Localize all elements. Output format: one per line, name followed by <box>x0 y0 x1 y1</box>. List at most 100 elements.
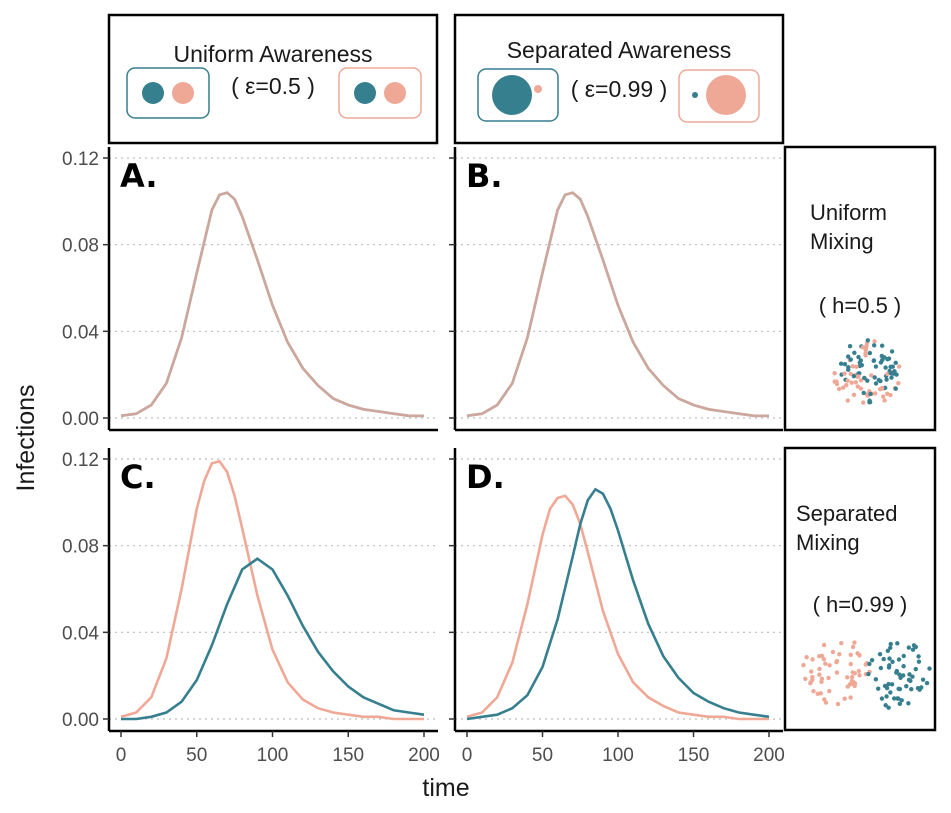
population-dot <box>850 644 856 650</box>
population-dot <box>858 358 864 363</box>
population-dot <box>845 378 850 383</box>
y-tick-label: 0.04 <box>62 322 99 343</box>
population-dot <box>890 364 895 369</box>
side-separated-h: ( h=0.99 ) <box>813 592 908 617</box>
legend-group-teal-box <box>126 67 210 119</box>
y-tick-label: 0.04 <box>62 623 99 644</box>
x-tick-label: 200 <box>753 745 785 766</box>
header-separated-epsilon: ( ε=0.99 ) <box>571 76 668 102</box>
population-dot <box>835 701 841 707</box>
panel-a: A. 0.00 0.04 0.08 0.12 <box>62 147 438 432</box>
population-dot <box>863 351 868 356</box>
population-dot <box>878 378 883 384</box>
population-dot <box>896 657 902 662</box>
x-tick-label: 50 <box>532 745 553 766</box>
y-tick-label: 0.00 <box>62 409 99 430</box>
series-line <box>120 459 424 721</box>
population-dot <box>904 683 909 689</box>
population-dot <box>821 642 827 648</box>
x-tick-label: 150 <box>332 745 364 766</box>
population-dot <box>867 350 873 356</box>
population-dot <box>858 386 864 391</box>
header-uniform-epsilon: ( ε=0.5 ) <box>231 73 315 99</box>
population-dot <box>852 350 857 356</box>
population-dot <box>889 375 894 380</box>
population-dot <box>916 654 921 659</box>
y-axis-title: Infections <box>12 384 40 491</box>
series-line <box>121 557 425 721</box>
population-dot <box>850 670 855 675</box>
population-dot <box>924 680 930 686</box>
population-dot <box>826 675 831 681</box>
legend-teal-dot <box>142 82 164 104</box>
population-dot <box>851 392 857 397</box>
population-dot <box>856 354 861 360</box>
population-dot <box>906 701 911 706</box>
side-uniform-line1: Uniform <box>810 200 887 225</box>
population-dot <box>873 677 879 682</box>
series-line <box>120 191 424 418</box>
header-uniform-awareness: Uniform Awareness ( ε=0.5 ) <box>107 13 439 145</box>
population-dot <box>852 681 858 686</box>
legend-teal-large-dot <box>492 75 532 115</box>
population-dot <box>848 652 853 658</box>
population-dot <box>850 364 855 369</box>
header-uniform-title: Uniform Awareness <box>174 41 373 67</box>
population-dot <box>832 371 837 376</box>
population-dot <box>897 701 903 707</box>
population-dot <box>880 357 885 363</box>
population-dot <box>879 353 885 359</box>
population-dot <box>821 657 827 662</box>
population-dot <box>869 657 875 663</box>
population-dot <box>822 697 827 702</box>
population-dot <box>845 354 851 359</box>
population-dot <box>839 640 844 646</box>
mixed-population-dots <box>832 338 902 405</box>
population-dot <box>855 384 860 389</box>
population-dot <box>884 377 889 382</box>
population-dot <box>879 696 885 701</box>
population-dot <box>873 381 879 386</box>
population-dot <box>886 705 891 710</box>
population-dot <box>857 653 862 658</box>
x-tick-label: 100 <box>257 745 289 766</box>
legend-salmon-small-dot <box>534 85 542 93</box>
panel-c: C. 0.00 0.04 0.08 0.12 0 50 100 150 200 <box>62 448 440 766</box>
population-dot <box>865 378 870 383</box>
x-tick-label: 200 <box>408 745 440 766</box>
side-separated-mixing: Separated Mixing ( h=0.99 ) <box>783 446 937 732</box>
header-separated-title: Separated Awareness <box>507 37 732 63</box>
side-separated-line2: Mixing <box>796 530 860 555</box>
population-dot <box>896 686 901 692</box>
population-dot <box>845 684 850 689</box>
population-dot <box>907 672 912 677</box>
population-dot <box>881 656 886 662</box>
x-tick-label: 150 <box>678 745 710 766</box>
population-dot <box>885 391 890 397</box>
population-dot <box>866 671 871 677</box>
population-dot <box>878 665 884 671</box>
population-dot <box>849 380 854 385</box>
legend-salmon-large-dot <box>706 75 746 115</box>
population-dot <box>847 343 853 349</box>
population-dot <box>857 673 862 678</box>
population-dot <box>889 349 895 354</box>
population-dot <box>889 682 895 687</box>
population-dot <box>910 647 916 652</box>
population-dot <box>888 645 893 650</box>
population-dot <box>906 645 912 650</box>
population-dot <box>890 659 895 664</box>
population-dot <box>836 386 842 392</box>
population-dot <box>834 381 840 387</box>
series-line <box>466 487 770 721</box>
population-dot <box>896 380 901 386</box>
population-dot <box>885 371 890 377</box>
population-dot <box>867 661 872 667</box>
population-dot <box>848 661 853 667</box>
population-dot <box>887 656 892 661</box>
y-tick-label: 0.00 <box>62 710 99 731</box>
side-separated-line1: Separated <box>796 501 898 526</box>
population-dot <box>884 685 890 691</box>
population-dot <box>896 364 902 369</box>
population-dot <box>818 691 824 696</box>
